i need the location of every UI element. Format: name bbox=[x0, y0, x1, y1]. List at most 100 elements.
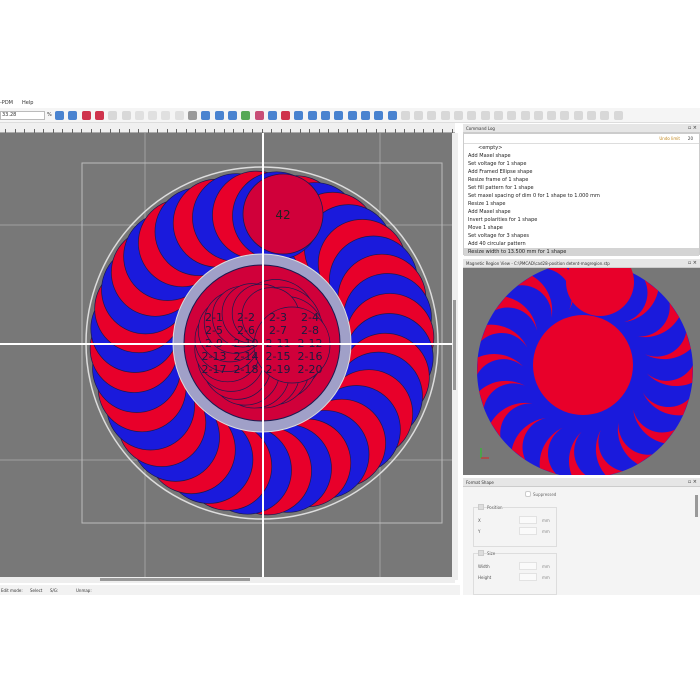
toolbar-tool-icon[interactable] bbox=[321, 111, 330, 120]
toolbar-tool-icon[interactable] bbox=[94, 111, 104, 120]
command-log-header: Command Log ▫ × bbox=[463, 124, 700, 133]
panel-close-icon[interactable]: ▫ × bbox=[687, 125, 697, 131]
toolbar-tool-icon[interactable] bbox=[241, 111, 251, 120]
toolbar-tool-icon[interactable] bbox=[533, 111, 543, 120]
zoom-input[interactable]: 33.28 bbox=[0, 111, 45, 120]
toolbar-tool-icon[interactable] bbox=[374, 111, 384, 120]
ruler-tick bbox=[100, 129, 101, 133]
height-field[interactable] bbox=[519, 573, 537, 581]
toolbar-tool-icon[interactable] bbox=[161, 111, 171, 120]
magnetic-region-red bbox=[644, 332, 691, 360]
command-log-item[interactable]: Add Maxel shape bbox=[468, 209, 511, 215]
ruler-tick bbox=[242, 129, 244, 133]
toolbar-tool-icon[interactable] bbox=[587, 111, 596, 120]
command-log-item[interactable]: Add Maxel shape bbox=[468, 153, 511, 159]
horizontal-scroll-thumb[interactable] bbox=[100, 578, 250, 581]
format-shape-title: Format Shape bbox=[466, 480, 494, 485]
ruler-tick bbox=[337, 129, 339, 133]
format-scroll-thumb[interactable] bbox=[695, 495, 698, 517]
toolbar-tool-icon[interactable] bbox=[214, 111, 224, 120]
toolbar-tool-icon[interactable] bbox=[360, 111, 370, 120]
ruler-tick bbox=[62, 129, 63, 133]
ruler-tick bbox=[423, 129, 424, 133]
toolbar-tool-icon[interactable] bbox=[201, 111, 211, 120]
vertical-scroll-thumb[interactable] bbox=[453, 300, 456, 390]
inner-maxel-label: 2-16 bbox=[298, 350, 323, 363]
toolbar-tool-icon[interactable] bbox=[347, 111, 357, 120]
toolbar-tool-icon[interactable] bbox=[55, 111, 64, 120]
menu-help[interactable]: Help bbox=[22, 100, 34, 106]
toolbar-tool-icon[interactable] bbox=[454, 111, 463, 120]
toolbar-tool-icon[interactable] bbox=[560, 111, 570, 120]
edit-mode-value[interactable]: Select bbox=[30, 588, 43, 593]
toolbar-tool-icon[interactable] bbox=[467, 111, 477, 120]
toolbar-tool-icon[interactable] bbox=[520, 111, 530, 120]
toolbar-tool-icon[interactable] bbox=[414, 111, 424, 120]
toolbar-tool-icon[interactable] bbox=[188, 111, 197, 120]
magnetic-region-red bbox=[479, 380, 526, 408]
menu-pdm[interactable]: -PDM bbox=[0, 100, 13, 106]
toolbar-tool-icon[interactable] bbox=[108, 111, 118, 120]
ruler-tick bbox=[128, 129, 130, 133]
panel-close-icon[interactable]: ▫ × bbox=[687, 260, 697, 266]
command-log-item[interactable]: Set voltage for 1 shape bbox=[468, 161, 527, 167]
ruler-tick bbox=[52, 129, 54, 133]
command-log-item[interactable]: Resize width to 13.500 mm for 1 shape bbox=[464, 248, 699, 256]
size-checkbox[interactable] bbox=[478, 550, 484, 556]
toolbar-tool-icon[interactable] bbox=[148, 111, 158, 120]
command-log-item[interactable]: Add Framed Ellipse shape bbox=[468, 169, 533, 175]
toolbar-tool-icon[interactable] bbox=[174, 111, 184, 120]
magnetic-region-red bbox=[490, 402, 533, 438]
command-log-item[interactable]: Set maxel spacing of dim 0 for 1 shape t… bbox=[468, 193, 600, 199]
ruler-tick bbox=[404, 129, 405, 133]
command-log-item[interactable]: Set fill pattern for 1 shape bbox=[468, 185, 534, 191]
panel-close-icon[interactable]: ▫ × bbox=[687, 479, 697, 485]
ruler-tick bbox=[385, 129, 386, 133]
height-label: Height bbox=[478, 575, 492, 580]
x-field[interactable] bbox=[519, 516, 537, 524]
command-log-item[interactable]: Resize 1 shape bbox=[468, 201, 506, 207]
toolbar-tool-icon[interactable] bbox=[254, 111, 264, 120]
command-log-item[interactable]: Add 40 circular pattern bbox=[468, 241, 526, 247]
position-checkbox[interactable] bbox=[478, 504, 484, 510]
toolbar-tool-icon[interactable] bbox=[507, 111, 517, 120]
command-log-item[interactable]: Move 1 shape bbox=[468, 225, 503, 231]
toolbar-tool-icon[interactable] bbox=[227, 111, 237, 120]
toolbar-tool-icon[interactable] bbox=[387, 111, 397, 120]
magnetic-region-view[interactable] bbox=[463, 248, 700, 478]
command-log-item[interactable]: Resize frame of 1 shape bbox=[468, 177, 529, 183]
toolbar-tool-icon[interactable] bbox=[480, 111, 490, 120]
toolbar-tool-icon[interactable] bbox=[613, 111, 623, 120]
ruler-tick bbox=[119, 129, 120, 133]
toolbar-tool-icon[interactable] bbox=[440, 111, 450, 120]
toolbar-tool-icon[interactable] bbox=[600, 111, 610, 120]
toolbar-tool-icon[interactable] bbox=[334, 111, 344, 120]
suppressed-checkbox[interactable] bbox=[525, 491, 531, 497]
toolbar-tool-icon[interactable] bbox=[81, 111, 91, 120]
ruler-tick bbox=[261, 129, 263, 133]
toolbar-tool-icon[interactable] bbox=[281, 111, 291, 120]
design-canvas[interactable]: 42 2-1 2-2 2-3 2-4 2-5 2-6 2-7 2-8 2-9 2-10 2-11 2-1… bbox=[0, 133, 452, 580]
sg-dropdown[interactable]: S/G: bbox=[50, 588, 59, 593]
y-field[interactable] bbox=[519, 527, 537, 535]
toolbar-tool-icon[interactable] bbox=[121, 111, 131, 120]
toolbar-tool-icon[interactable] bbox=[267, 111, 277, 120]
command-log-item[interactable]: Set voltage for 3 shapes bbox=[468, 233, 529, 239]
width-field[interactable] bbox=[519, 562, 537, 570]
format-shape-header: Format Shape ▫ × bbox=[463, 478, 700, 487]
undo-limit-value[interactable]: 20 bbox=[687, 136, 693, 141]
toolbar-tool-icon[interactable] bbox=[294, 111, 304, 120]
unmap-dropdown[interactable]: Unmap: bbox=[76, 588, 92, 593]
toolbar-tool-icon[interactable] bbox=[307, 111, 317, 120]
toolbar-tool-icon[interactable] bbox=[400, 111, 410, 120]
ruler-tick bbox=[90, 129, 92, 133]
command-log-item[interactable]: <empty> bbox=[478, 145, 503, 151]
toolbar-tool-icon[interactable] bbox=[427, 111, 437, 120]
toolbar-tool-icon[interactable] bbox=[68, 111, 78, 120]
toolbar-tool-icon[interactable] bbox=[493, 111, 503, 120]
toolbar-tool-icon[interactable] bbox=[573, 111, 583, 120]
toolbar-tool-icon[interactable] bbox=[134, 111, 144, 120]
toolbar-tool-icon[interactable] bbox=[547, 111, 557, 120]
command-log-item[interactable]: Invert polarities for 1 shape bbox=[468, 217, 538, 223]
ruler-tick bbox=[24, 129, 25, 133]
